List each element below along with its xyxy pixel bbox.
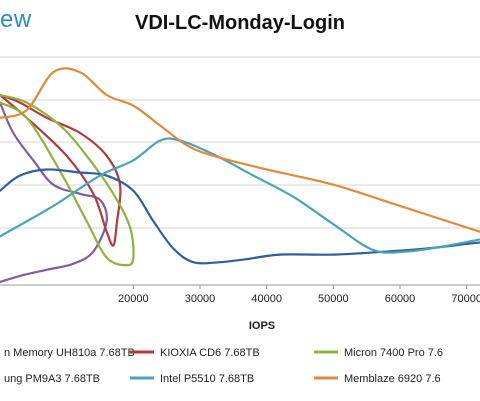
series-line-3 [0, 93, 135, 267]
legend-label: ung PM9A3 7.68TB [4, 373, 100, 385]
series-layer [0, 67, 480, 284]
legend-label: n Memory UH810a 7.68TB [4, 347, 135, 359]
legend-label: Intel P5510 7.68TB [160, 373, 254, 385]
x-tick-label: 50000 [318, 293, 349, 305]
x-axis-title: IOPS [249, 320, 275, 332]
logo-text: ew [0, 6, 32, 33]
series-line-2 [0, 93, 122, 247]
x-tick-label: 40000 [251, 293, 282, 305]
x-axis: 20000 30000 40000 50000 60000 70000 [118, 285, 480, 305]
series-line-1 [0, 101, 108, 284]
x-tick-label: 30000 [185, 293, 216, 305]
legend: n Memory UH810a 7.68TB KIOXIA CD6 7.68TB M… [4, 347, 443, 385]
x-tick-label: 70000 [451, 293, 480, 305]
series-line-5 [0, 137, 480, 254]
grid [0, 56, 480, 286]
series-line-4 [0, 168, 480, 265]
x-tick-label: 60000 [385, 293, 416, 305]
chart-title: VDI-LC-Monday-Login [135, 12, 345, 34]
legend-label: Micron 7400 Pro 7.6 [344, 347, 443, 359]
series-line-6 [0, 67, 480, 233]
legend-label: KIOXIA CD6 7.68TB [160, 347, 260, 359]
x-tick-label: 20000 [118, 293, 149, 305]
legend-label: Memblaze 6920 7.6 [344, 373, 441, 385]
